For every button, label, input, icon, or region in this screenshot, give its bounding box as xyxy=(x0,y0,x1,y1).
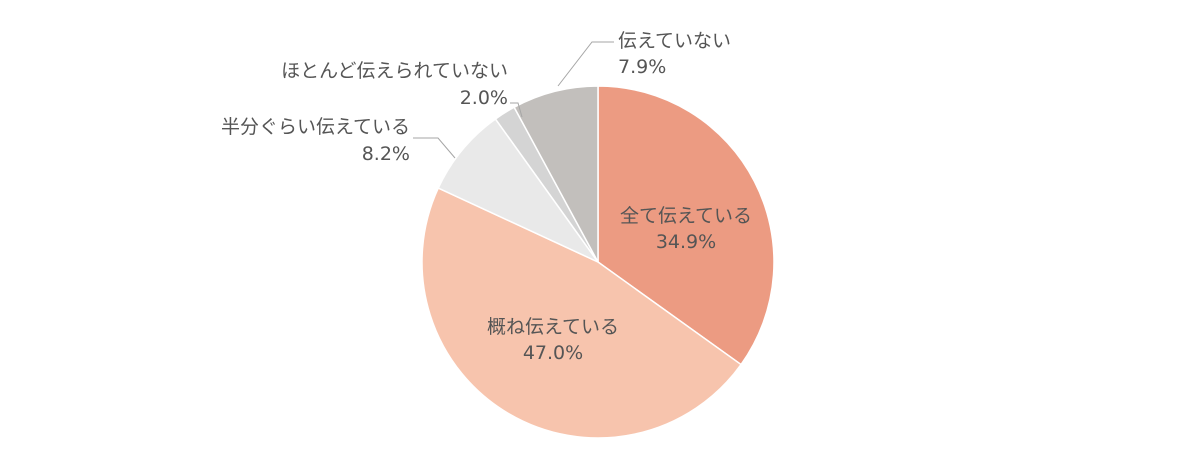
leader-lines xyxy=(413,41,614,159)
slice-label-mostly: 概ね伝えている xyxy=(487,316,619,338)
pie-slices xyxy=(421,85,775,439)
slice-value-all: 34.9% xyxy=(656,231,716,253)
slice-half xyxy=(437,117,601,264)
slice-value-half: 8.2% xyxy=(362,143,410,165)
slice-label-half: 半分ぐらい伝えている xyxy=(221,116,410,138)
slice-label-all: 全て伝えている xyxy=(620,205,752,227)
slice-value-few: 2.0% xyxy=(460,87,508,109)
slice-none xyxy=(513,85,599,263)
slice-value-none: 7.9% xyxy=(618,56,666,78)
slice-all xyxy=(597,85,775,366)
leader-line-few xyxy=(510,102,523,118)
slice-label-few: ほとんど伝えられていない xyxy=(281,60,508,82)
slice-mostly xyxy=(421,187,743,439)
leader-line-none xyxy=(557,41,614,87)
slice-label-none: 伝えていない xyxy=(618,30,731,52)
leader-line-half xyxy=(413,137,456,159)
slice-value-mostly: 47.0% xyxy=(523,342,583,364)
